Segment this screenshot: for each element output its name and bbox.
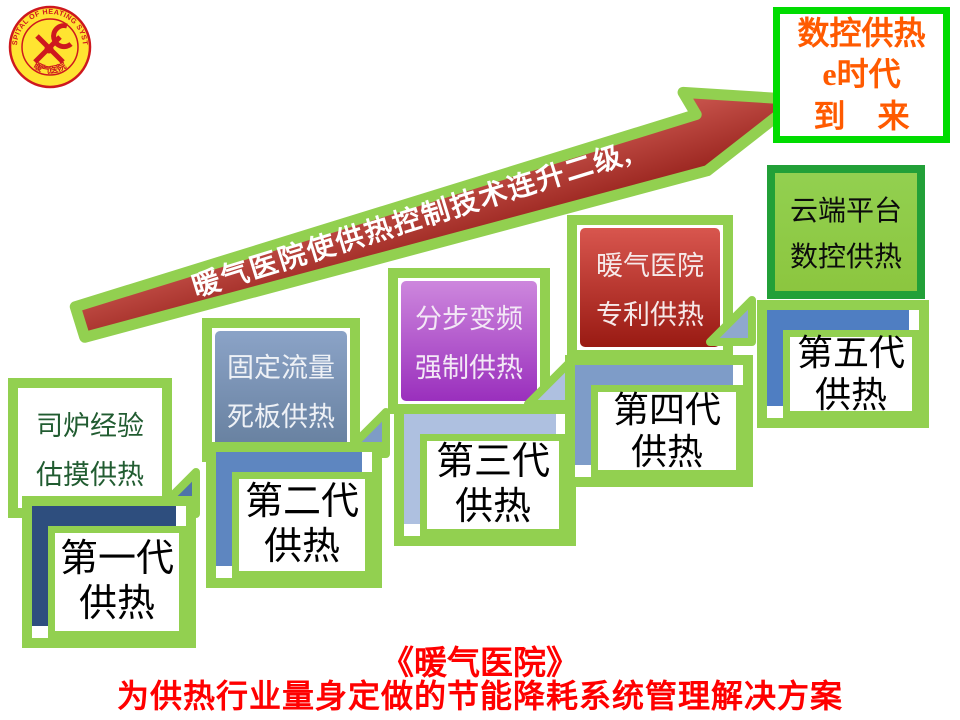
goal-line: 数控供热	[797, 14, 926, 51]
feature-box: 司炉经验 估摸供热	[8, 378, 172, 518]
feature-line: 数控供热	[789, 242, 902, 273]
goal-box: 数控供热 e时代 到 来	[773, 7, 950, 143]
generation-label-box: 第一代 供热	[22, 496, 196, 648]
label-line: 供热	[454, 486, 531, 528]
feature-box: 云端平台 数控供热	[767, 165, 925, 299]
label-line: 第五代	[796, 332, 905, 373]
label-line: 第二代	[244, 481, 359, 524]
footer-title: 《暖气医院》	[381, 644, 579, 681]
generation-label-box: 第四代 供热	[565, 355, 753, 487]
logo-bottom-text: 暖气医院	[32, 59, 68, 75]
label-line: 供热	[78, 583, 155, 625]
feature-line: 死板供热	[227, 402, 335, 432]
footer-subtitle: 为供热行业量身定做的节能降耗系统管理解决方案	[116, 678, 843, 714]
label-line: 第三代	[435, 441, 550, 484]
feature-line: 司炉经验	[36, 411, 144, 441]
label-inner-box: 第二代 供热	[232, 472, 372, 578]
feature-line: 强制供热	[415, 353, 523, 383]
label-line: 供热	[814, 375, 887, 415]
goal-line: 到 来	[813, 97, 910, 134]
label-inner-box: 第三代 供热	[420, 434, 566, 536]
logo-inner-ring	[21, 18, 79, 76]
label-inner-box: 第一代 供热	[48, 526, 186, 638]
generation-label-box: 第五代 供热	[757, 300, 929, 428]
label-inner-box: 第五代 供热	[783, 330, 919, 418]
feature-line: 云端平台	[789, 196, 902, 227]
label-line: 第四代	[612, 389, 721, 430]
label-line: 供热	[263, 526, 340, 568]
wrench-icon	[33, 23, 73, 64]
feature-line: 固定流量	[227, 353, 335, 383]
company-logo: HOSPITAL OF HEATING SYSTEM 暖气医院	[8, 5, 92, 89]
goal-line: e时代	[822, 56, 901, 93]
feature-line: 估摸供热	[36, 460, 144, 490]
generation-label-box: 第二代 供热	[206, 442, 382, 588]
label-line: 供热	[630, 432, 703, 472]
label-inner-box: 第四代 供热	[591, 385, 743, 477]
label-line: 第一代	[59, 538, 174, 581]
